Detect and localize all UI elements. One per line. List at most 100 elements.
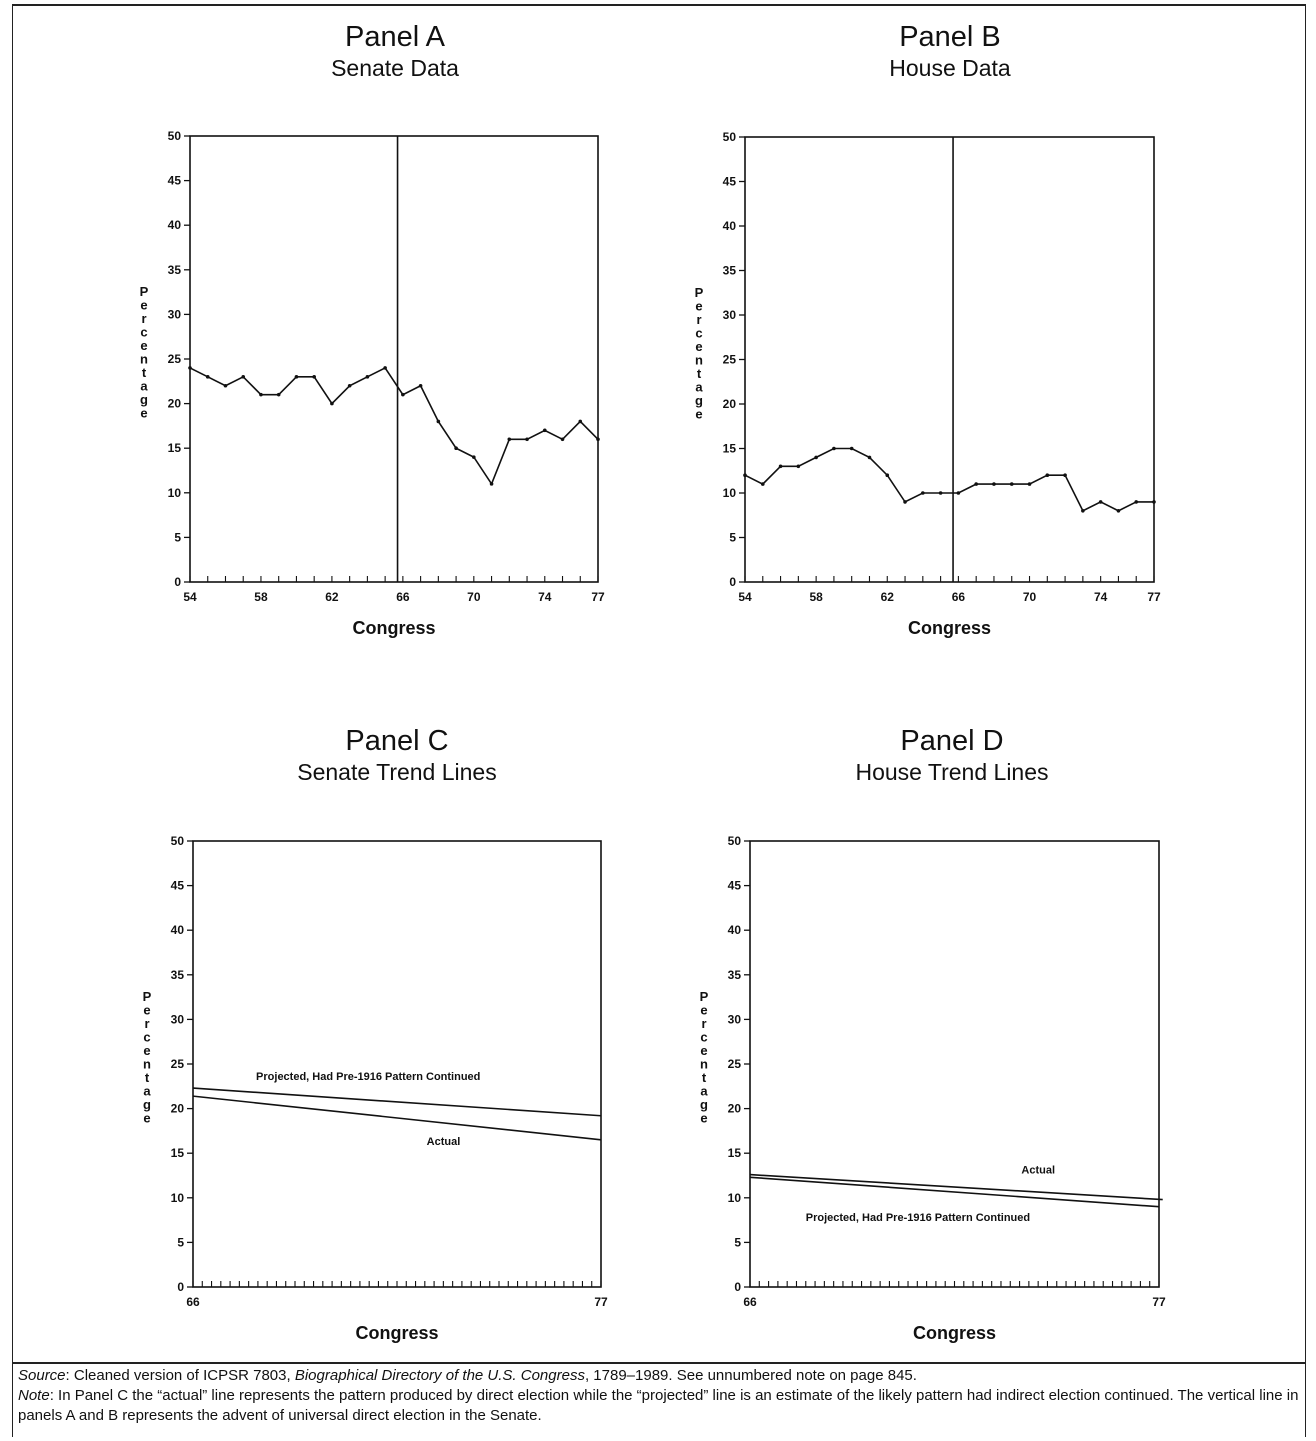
x-axis-label: Congress [908, 618, 991, 638]
x-tick-label: 77 [1152, 1295, 1166, 1309]
y-tick-label: 5 [177, 1235, 184, 1249]
y-tick-label: 40 [168, 218, 182, 232]
note-body: : In Panel C the “actual” line represent… [18, 1387, 1299, 1424]
x-tick-label: 62 [325, 590, 339, 604]
y-tick-label: 40 [171, 923, 185, 937]
panel-b-title: House Data [889, 55, 1011, 81]
y-tick-label: 50 [171, 834, 185, 848]
data-point [992, 482, 996, 486]
data-point [560, 437, 565, 442]
x-tick-label: 70 [467, 590, 481, 604]
data-point [542, 428, 547, 433]
data-point [596, 437, 600, 442]
y-tick-label: 35 [728, 968, 742, 982]
y-tick-label: 35 [168, 263, 182, 277]
panel-b-label: Panel B [899, 21, 1001, 53]
y-tick-label: 25 [171, 1057, 185, 1071]
series-line-2 [749, 1176, 1160, 1208]
panel-d-title: House Trend Lines [855, 759, 1049, 785]
y-tick-label: 35 [171, 968, 185, 982]
y-tick-label: 0 [729, 575, 736, 589]
source-text-1: : Cleaned version of ICPSR 7803, [65, 1367, 295, 1384]
data-point [578, 419, 583, 424]
data-point [489, 482, 494, 486]
data-point [436, 419, 441, 424]
top-rule [12, 4, 1305, 6]
y-tick-label: 50 [168, 129, 182, 143]
y-tick-label: 30 [168, 307, 182, 321]
data-point [365, 375, 370, 379]
data-point [223, 383, 228, 388]
x-tick-label: 66 [396, 590, 410, 604]
panel-d-heading: Panel D House Trend Lines [692, 724, 1212, 786]
x-tick-label: 70 [1023, 590, 1037, 604]
note-text: Note: In Panel C the “actual” line repre… [18, 1386, 1303, 1426]
data-point [974, 482, 978, 486]
data-point [921, 491, 925, 495]
data-point [418, 383, 423, 388]
data-point [1081, 509, 1085, 513]
data-point [938, 491, 943, 495]
data-point [796, 464, 801, 469]
panel-a-heading: Panel A Senate Data [135, 20, 655, 82]
y-tick-label: 15 [723, 442, 737, 456]
data-point [956, 491, 961, 495]
x-tick-label: 58 [254, 590, 268, 604]
data-point [294, 375, 299, 379]
source-note: Source: Cleaned version of ICPSR 7803, B… [18, 1366, 1303, 1386]
data-point [849, 446, 854, 451]
y-tick-label: 10 [728, 1191, 742, 1205]
panel-b-heading: Panel B House Data [690, 20, 1210, 82]
data-point [760, 482, 765, 486]
x-tick-label: 74 [1094, 590, 1108, 604]
source-text-2: , 1789–1989. See unnumbered note on page… [584, 1367, 917, 1384]
figure-frame [12, 4, 1306, 1437]
x-axis-label: Congress [355, 1323, 438, 1343]
data-point [472, 455, 476, 459]
y-tick-label: 40 [723, 219, 737, 233]
x-tick-label: 54 [183, 590, 197, 604]
source-title: Biographical Directory of the U.S. Congr… [294, 1367, 585, 1384]
y-tick-label: 30 [723, 308, 737, 322]
data-point [401, 392, 405, 397]
data-point [867, 455, 872, 460]
line-annotation: Actual [427, 1136, 461, 1148]
x-axis-label: Congress [913, 1323, 996, 1343]
y-tick-label: 20 [168, 397, 182, 411]
data-point [814, 455, 818, 460]
y-tick-label: 45 [723, 175, 737, 189]
y-tick-label: 5 [174, 530, 181, 544]
source-label: Source [18, 1367, 66, 1384]
data-point [885, 473, 890, 478]
data-point [1009, 482, 1014, 486]
line-annotation: Actual [1021, 1165, 1055, 1177]
y-tick-label: 25 [728, 1057, 742, 1071]
x-tick-label: 58 [809, 590, 823, 604]
data-point [330, 401, 334, 406]
data-point [454, 446, 458, 451]
data-point [507, 437, 512, 442]
y-tick-label: 25 [168, 352, 182, 366]
y-tick-label: 10 [723, 486, 737, 500]
y-tick-label: 20 [171, 1102, 185, 1116]
data-point [1134, 500, 1139, 504]
data-point [1027, 482, 1032, 486]
data-point [205, 375, 210, 379]
y-tick-label: 50 [723, 130, 737, 144]
data-point [778, 464, 783, 469]
data-point [832, 446, 836, 451]
x-tick-label: 54 [738, 590, 752, 604]
footnote-rule [12, 1362, 1305, 1364]
data-point [525, 437, 529, 442]
y-tick-label: 30 [728, 1012, 742, 1026]
note-label: Note [18, 1387, 50, 1404]
x-tick-label: 74 [538, 590, 552, 604]
y-tick-label: 0 [177, 1280, 184, 1294]
panel-c-heading: Panel C Senate Trend Lines [137, 724, 657, 786]
series-line-1 [189, 366, 599, 486]
y-tick-label: 15 [171, 1146, 185, 1160]
